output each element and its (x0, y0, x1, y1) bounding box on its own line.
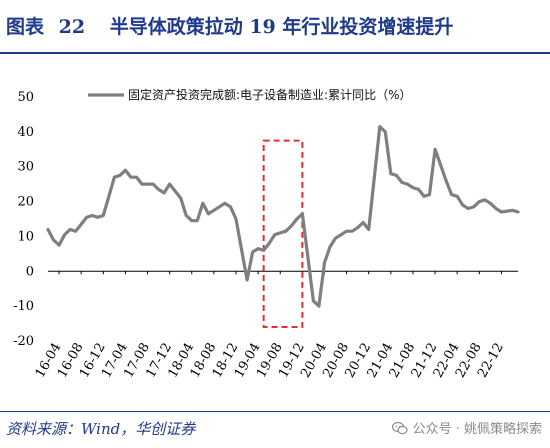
figure-number: 22 (58, 16, 86, 38)
y-axis: -20 -10 0 10 20 30 40 50 (13, 90, 34, 349)
legend-label: 固定资产投资完成额:电子设备制造业:累计同比（%） (128, 87, 412, 102)
y-tick-label: 50 (17, 90, 34, 105)
series-line (46, 125, 520, 308)
y-tick-label: -20 (13, 334, 34, 349)
y-tick-label: 10 (17, 229, 34, 244)
source-note: 资料来源：Wind，华创证券 (6, 420, 196, 438)
annotation-layer (262, 139, 304, 329)
watermark-text: 公众号 · 姚佩策略探索 (412, 422, 542, 437)
series-layer (46, 125, 520, 308)
title-divider (0, 52, 550, 54)
figure-title: 图表 22 半导体政策拉动 19 年行业投资增速提升 (6, 12, 453, 39)
watermark: 公众号 · 姚佩策略探索 (391, 418, 542, 437)
figure-header: 图表 22 半导体政策拉动 19 年行业投资增速提升 (0, 0, 550, 56)
y-tick-label: 30 (17, 160, 34, 175)
y-tick-label: 0 (26, 264, 34, 279)
figure-label: 图表 (6, 16, 45, 38)
y-tick-label: 20 (17, 195, 34, 210)
y-tick-label: 40 (17, 125, 34, 140)
line-chart: -20 -10 0 10 20 30 40 50 16-0416-0816-1217-0417… (13, 87, 520, 380)
legend: 固定资产投资完成额:电子设备制造业:累计同比（%） (88, 87, 412, 102)
highlight-box (262, 139, 304, 329)
figure-title-text: 半导体政策拉动 19 年行业投资增速提升 (109, 16, 454, 38)
wechat-icon (391, 421, 408, 434)
y-tick-label: -10 (13, 299, 34, 314)
footer-divider (0, 411, 550, 412)
x-axis: 16-0416-0816-1217-0417-0817-1218-0418-08… (33, 270, 518, 380)
